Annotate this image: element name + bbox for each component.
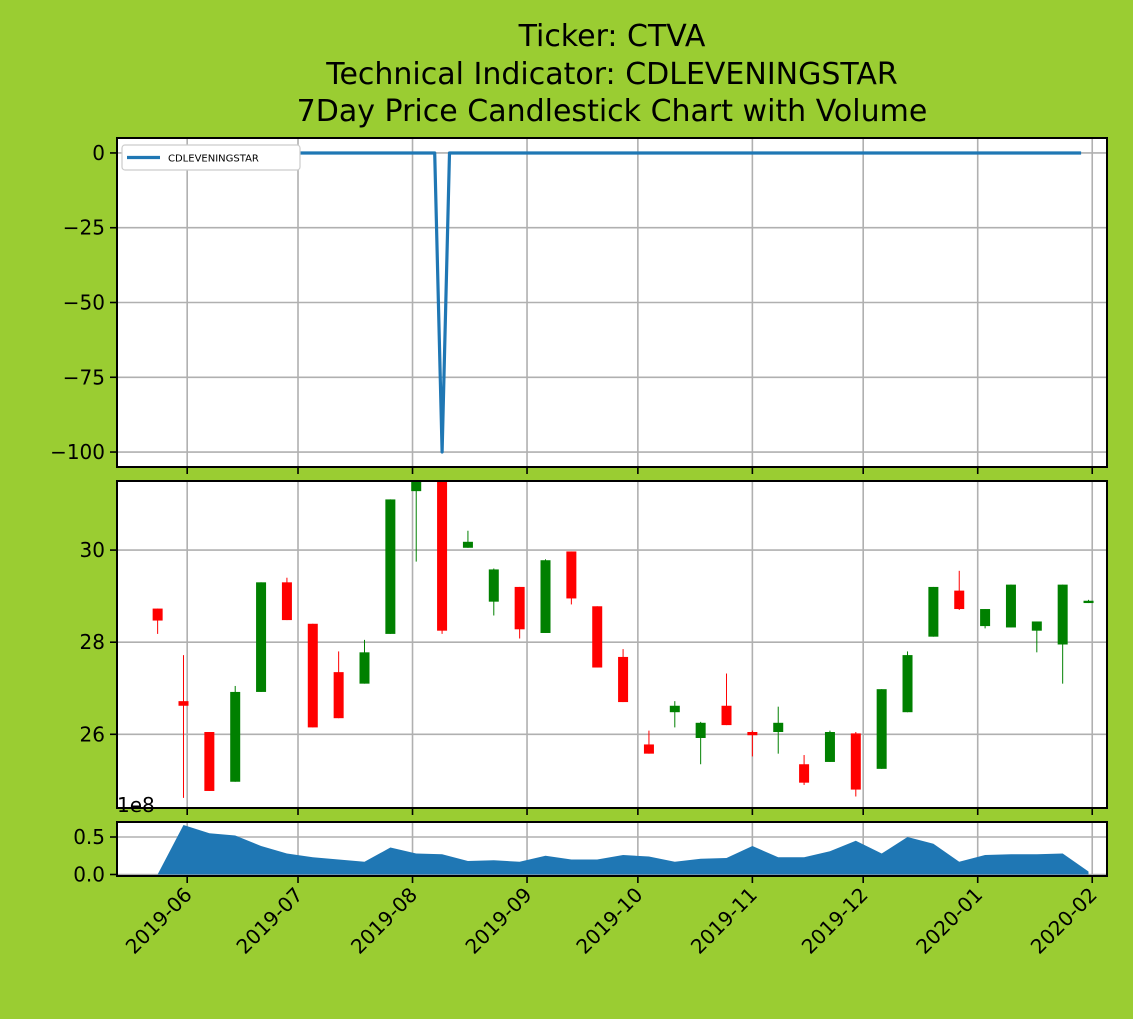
candle-body — [385, 499, 396, 634]
indicator-y-tick-label: −25 — [63, 216, 105, 240]
candle-body — [721, 705, 732, 726]
candle-body — [928, 586, 939, 637]
candle-body — [618, 656, 629, 703]
volume-y-axis: 0.0 0.5 — [73, 825, 117, 887]
candle-body — [178, 701, 189, 706]
candle-body — [152, 608, 163, 621]
candle-body — [488, 569, 499, 602]
price-y-tick-label: 26 — [80, 722, 105, 746]
legend-label: CDLEVENINGSTAR — [168, 154, 259, 165]
indicator-legend: CDLEVENINGSTAR — [121, 144, 301, 171]
indicator-y-tick-label: −100 — [50, 440, 105, 464]
volume-y-tick-label: 0.0 — [73, 863, 105, 887]
candle-body — [514, 586, 525, 630]
candle-body — [876, 689, 887, 769]
candle-body — [1031, 621, 1042, 631]
candle-body — [592, 606, 603, 668]
candle-body — [695, 722, 706, 738]
candle-body — [902, 655, 913, 713]
indicator-panel: CDLEVENINGSTAR 0 −25 −50 −75 −100 — [50, 137, 1108, 468]
indicator-y-axis: 0 −25 −50 −75 −100 — [50, 141, 117, 464]
candle-body — [307, 623, 318, 728]
price-grid — [117, 481, 1107, 808]
candle-body — [850, 733, 861, 790]
candle-body — [204, 732, 215, 791]
indicator-y-tick-label: −75 — [63, 365, 105, 389]
volume-area — [157, 825, 1089, 875]
candle-body — [1083, 600, 1094, 604]
title-line-chart: 7Day Price Candlestick Chart with Volume — [297, 94, 928, 129]
candle-body — [566, 551, 577, 599]
candle-body — [437, 481, 448, 631]
candle-body — [1005, 584, 1016, 628]
candle-body — [669, 705, 680, 713]
title-line-ticker: Ticker: CTVA — [518, 19, 706, 54]
title-line-indicator: Technical Indicator: CDLEVENINGSTAR — [325, 57, 898, 92]
price-y-tick-label: 28 — [80, 630, 105, 654]
volume-panel: 0.0 0.5 1e8 — [73, 793, 1108, 887]
candle-body — [824, 732, 835, 762]
volume-offset-label: 1e8 — [117, 793, 155, 817]
legend-box — [121, 144, 301, 171]
candle-body — [281, 582, 292, 621]
candle-body — [980, 609, 991, 627]
candle-body — [256, 582, 267, 692]
indicator-y-tick-label: −50 — [63, 291, 105, 315]
price-panel-background — [117, 481, 1107, 808]
candle-body — [230, 691, 241, 782]
candle-body — [1057, 584, 1068, 645]
candle-body — [411, 481, 422, 492]
candle-body — [540, 560, 551, 633]
price-y-axis: 26 28 30 — [80, 538, 117, 746]
candle-body — [773, 722, 784, 733]
price-panel: 26 28 30 — [80, 480, 1108, 809]
candle-body — [643, 744, 654, 754]
volume-y-tick-label: 0.5 — [73, 825, 105, 849]
candle-body — [462, 541, 473, 548]
candle-body — [359, 652, 370, 684]
candle-body — [799, 764, 810, 783]
price-y-tick-label: 30 — [80, 538, 105, 562]
candle-body — [954, 590, 965, 610]
indicator-grid — [117, 138, 1107, 467]
candlestick-series — [152, 481, 1094, 798]
indicator-series-line — [157, 151, 1082, 454]
candle-body — [747, 732, 758, 736]
indicator-panel-frame — [116, 137, 1108, 468]
volume-panel-frame — [116, 821, 1108, 877]
candle-body — [333, 672, 344, 719]
indicator-y-tick-label: 0 — [92, 141, 105, 165]
price-panel-frame — [116, 480, 1108, 809]
